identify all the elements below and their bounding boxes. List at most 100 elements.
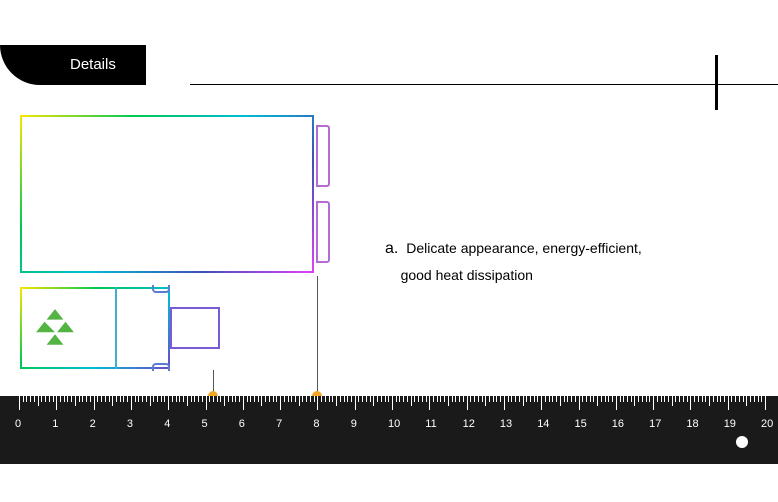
ruler-tick-minor	[64, 396, 65, 402]
ruler-tick-minor	[679, 396, 680, 402]
ruler-tick-minor	[549, 396, 550, 402]
ruler-tick-minor	[649, 396, 650, 402]
ruler-tick-minor	[217, 396, 218, 402]
ruler-tick-minor	[157, 396, 158, 402]
ruler-tick-minor	[407, 396, 408, 402]
ruler-tick-minor	[452, 396, 453, 402]
ruler-tick-minor	[250, 396, 251, 402]
ruler-tick-major	[504, 396, 505, 410]
ruler-tick-minor	[601, 396, 602, 402]
ruler-tick-minor	[232, 396, 233, 402]
ruler-tick-minor	[396, 396, 397, 402]
ruler-number: 20	[761, 418, 773, 430]
ruler-tick-minor	[183, 396, 184, 402]
ruler-tick-minor	[444, 396, 445, 402]
ruler-tick-minor	[213, 396, 214, 402]
guide-line	[317, 276, 318, 396]
ruler-tick-minor	[116, 396, 117, 402]
ruler-tick-minor	[291, 396, 292, 402]
ruler-tick-minor	[71, 396, 72, 402]
header-tick-mark	[715, 55, 718, 110]
ruler-number: 18	[686, 418, 698, 430]
ruler-tick-minor	[556, 396, 557, 402]
ruler-tick-minor	[258, 396, 259, 402]
ruler-tick-minor	[668, 396, 669, 402]
header-rule-line	[190, 84, 778, 85]
ruler-tick-major	[467, 396, 468, 410]
ruler-tick-minor	[127, 396, 128, 402]
ruler-number: 17	[649, 418, 661, 430]
ruler-number: 16	[612, 418, 624, 430]
ruler-tick-minor	[45, 396, 46, 402]
ruler-tick-minor	[340, 396, 341, 402]
ruler-tick-minor	[657, 396, 658, 402]
description-prefix: a.	[385, 240, 398, 257]
ruler-tick-minor	[23, 396, 24, 402]
ruler-tick-major	[243, 396, 244, 410]
header-tab: Details	[0, 45, 146, 85]
ruler-tick-minor	[482, 396, 483, 402]
ruler-tick-minor	[366, 396, 367, 402]
ruler-tick-minor	[302, 396, 303, 402]
ruler-tick-minor	[687, 396, 688, 402]
ruler-tick-minor	[358, 396, 359, 402]
ruler-tick-minor	[683, 396, 684, 402]
ruler-tick-minor	[344, 396, 345, 402]
ruler-tick-minor	[276, 396, 277, 402]
ruler-tick-minor	[411, 396, 412, 406]
ruler-tick-minor	[474, 396, 475, 402]
ruler-tick-minor	[418, 396, 419, 402]
ruler-number: 10	[388, 418, 400, 430]
ruler-tick-minor	[523, 396, 524, 406]
ruler-tick-minor	[388, 396, 389, 402]
ruler-number: 4	[164, 418, 170, 430]
ruler-tick-minor	[612, 396, 613, 402]
ruler-tick-minor	[336, 396, 337, 406]
ruler-number: 8	[313, 418, 319, 430]
ruler-ticks	[0, 396, 778, 414]
ruler-tick-minor	[702, 396, 703, 402]
ruler-tick-minor	[526, 396, 527, 402]
ruler-tick-major	[280, 396, 281, 410]
ruler-tick-minor	[273, 396, 274, 402]
ruler-tick-minor	[564, 396, 565, 402]
ruler-tick-minor	[433, 396, 434, 402]
ruler-number: 14	[537, 418, 549, 430]
ruler-tick-minor	[627, 396, 628, 402]
description-line1: Delicate appearance, energy-efficient,	[406, 240, 642, 256]
ruler-tick-minor	[370, 396, 371, 402]
ruler-tick-minor	[153, 396, 154, 402]
ruler-tick-minor	[235, 396, 236, 402]
ruler-tick-minor	[86, 396, 87, 402]
ruler-tick-minor	[385, 396, 386, 402]
ruler-tick-minor	[459, 396, 460, 402]
ruler-tick-minor	[295, 396, 296, 402]
ruler-tick-minor	[247, 396, 248, 402]
ruler-tick-minor	[112, 396, 113, 406]
ruler-tick-major	[206, 396, 207, 410]
large-device-port-bottom	[316, 201, 330, 263]
ruler-tick-minor	[261, 396, 262, 406]
ruler-tick-minor	[67, 396, 68, 402]
ruler-number: 3	[127, 418, 133, 430]
ruler-tick-minor	[493, 396, 494, 402]
ruler-tick-minor	[593, 396, 594, 402]
ruler-tick-minor	[146, 396, 147, 402]
ruler-tick-minor	[82, 396, 83, 402]
ruler-tick-minor	[377, 396, 378, 402]
ruler-tick-minor	[746, 396, 747, 406]
ruler-tick-minor	[739, 396, 740, 402]
ruler-tick-minor	[254, 396, 255, 402]
ruler-tick-minor	[351, 396, 352, 402]
ruler-tick-minor	[325, 396, 326, 402]
ruler-tick-minor	[672, 396, 673, 406]
ruler-tick-minor	[515, 396, 516, 402]
device-diagram	[20, 115, 314, 369]
ruler-number: 2	[90, 418, 96, 430]
ruler-tick-major	[541, 396, 542, 410]
ruler-tick-minor	[239, 396, 240, 402]
ruler-tick-minor	[288, 396, 289, 402]
ruler-tick-major	[56, 396, 57, 410]
ruler-tick-minor	[545, 396, 546, 402]
ruler-tick-minor	[362, 396, 363, 402]
